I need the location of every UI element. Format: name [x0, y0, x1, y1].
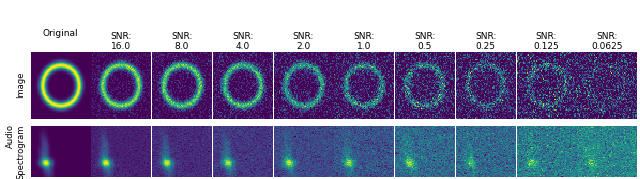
Text: Original: Original — [43, 30, 78, 38]
Text: SNR:
0.5: SNR: 0.5 — [414, 32, 436, 51]
Text: SNR:
8.0: SNR: 8.0 — [172, 32, 193, 51]
Text: SNR:
0.125: SNR: 0.125 — [534, 32, 559, 51]
Text: SNR:
0.0625: SNR: 0.0625 — [591, 32, 623, 51]
Text: SNR:
2.0: SNR: 2.0 — [292, 32, 314, 51]
Text: SNR:
16.0: SNR: 16.0 — [111, 32, 132, 51]
Text: Image: Image — [17, 72, 26, 98]
Text: SNR:
0.25: SNR: 0.25 — [475, 32, 496, 51]
Text: Audio
Spectrogram: Audio Spectrogram — [6, 124, 26, 179]
Text: SNR:
4.0: SNR: 4.0 — [232, 32, 253, 51]
Text: SNR:
1.0: SNR: 1.0 — [353, 32, 375, 51]
